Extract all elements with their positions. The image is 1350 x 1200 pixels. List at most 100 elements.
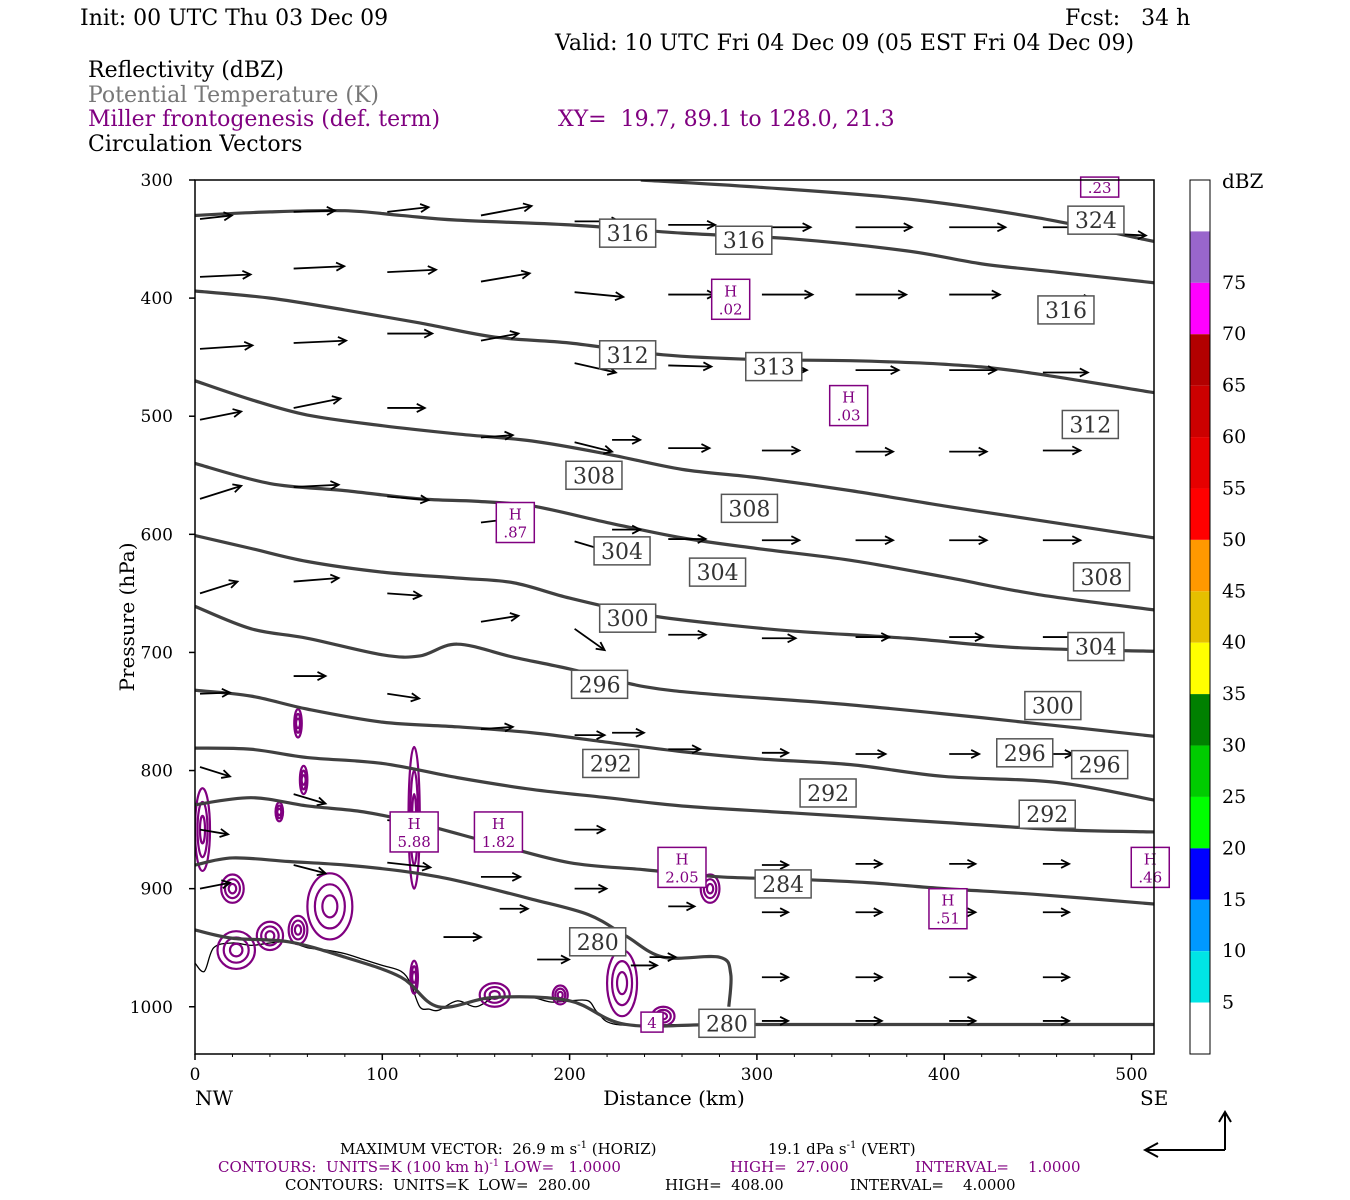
circulation-vector [761,860,791,870]
circulation-vector [855,858,884,869]
circulation-vector [949,858,978,869]
circulation-vector [949,749,982,759]
svg-text:H: H [842,389,855,407]
circulation-vector [668,901,697,912]
circulation-vector [1042,535,1083,546]
circulation-vector [387,328,435,339]
colorbar-tick-label: 65 [1222,375,1246,397]
circulation-vector [199,828,231,838]
frontogenesis-contour [699,873,721,904]
frontogenesis-max-label: H.46 [1130,846,1171,889]
circulation-vector [480,330,521,342]
circulation-vector [855,1016,884,1026]
circulation-vector [199,211,234,222]
circulation-vector [199,766,232,779]
colorbar-tick-label: 35 [1222,683,1246,705]
frontogenesis-max-label: H5.88 [389,811,439,853]
theta-labels: 324 316 316 316 312 313 312 308 308 308 304 304 304 3… [565,205,1131,1039]
frontogenesis-contour [260,925,280,947]
svg-text:.23: .23 [1088,179,1112,197]
frontogenesis-contour [556,990,564,1000]
frontogenesis-max-label: H2.05 [657,846,707,889]
circulation-vector [293,206,337,216]
colorbar-tick-label: 5 [1222,992,1234,1014]
footer-fronto-high: HIGH= 27.000 [730,1158,849,1176]
frontogenesis-contour [220,873,245,904]
theta-label: 304 [688,557,747,587]
circulation-vector [949,365,999,376]
svg-text:H: H [1144,850,1157,868]
circulation-vector [761,972,791,983]
circulation-vector [761,747,791,758]
theta-label: 292 [582,748,640,779]
y-tick-label: 800 [141,762,173,782]
plot-area: 324 316 316 316 312 313 312 308 308 308 304 304 304 3… [194,176,1171,1055]
frontogenesis-contour [409,959,419,995]
circulation-vector [1042,972,1072,983]
footer-max-vector: MAXIMUM VECTOR: 26.9 m s-1 (HORIZ) [340,1140,656,1158]
svg-text:304: 304 [697,561,739,586]
frontogenesis-contour [293,708,303,739]
circulation-vector [949,222,1008,233]
colorbar-swatch [1190,642,1210,695]
circulation-vector [199,688,232,698]
y-axis: 300 400 500 600 700 800 900 1000 [130,171,195,1018]
theta-label: 308 [565,460,623,491]
circulation-vector [293,864,328,877]
theta-contour-296 [195,688,1154,802]
circulation-vector [649,952,678,963]
frontogenesis-max-label: .23 [1079,176,1120,198]
frontogenesis-contour [223,878,242,900]
circulation-vector [499,903,530,914]
valid-time-label: Valid: 10 UTC Fri 04 Dec 09 (05 EST Fri … [554,31,1134,56]
x-tick-label: 200 [553,1065,585,1085]
frontogenesis-contour [615,971,629,996]
field-potential-temperature: Potential Temperature (K) [88,83,379,108]
circulation-vector [199,483,244,500]
colorbar-swatch [1190,282,1210,335]
theta-label: 304 [1067,631,1125,662]
colorbar-unit-label: dBZ [1222,169,1264,193]
colorbar-swatch [1190,848,1210,900]
circulation-vector [949,1016,978,1026]
y-tick-label: 600 [141,525,173,545]
theta-label: 280 [698,1008,756,1039]
svg-text:316: 316 [607,222,649,247]
frontogenesis-max-label: H.87 [495,501,536,544]
svg-text:300: 300 [1032,695,1074,720]
circulation-vector [387,203,431,213]
svg-text:H: H [492,815,505,833]
y-tick-label: 1000 [130,998,173,1018]
theta-contours [195,180,1154,1028]
circulation-vector [387,494,431,505]
colorbar-swatch [1190,1002,1210,1054]
circulation-vector [480,612,521,623]
frontogenesis-max-label: H1.82 [473,811,524,853]
circulation-vector [855,907,884,918]
svg-text:280: 280 [706,1012,748,1037]
frontogenesis-contour [216,930,257,971]
svg-text:5.88: 5.88 [397,833,430,851]
circulation-vector [761,445,802,456]
colorbar-swatch [1190,591,1210,643]
theta-contour-312 [195,379,1154,540]
x-tick-label: 300 [741,1065,773,1085]
circulation-vector [668,629,708,640]
theta-label: 300 [1024,690,1082,721]
circulation-vector [761,907,791,918]
circulation-vector [199,579,240,595]
svg-text:2.05: 2.05 [665,868,698,886]
frontogenesis-contour [276,807,283,817]
circulation-vector [949,535,989,546]
colorbar-swatch [1190,694,1210,746]
circulation-vector [293,671,328,681]
frontogenesis-contour [294,717,302,730]
theta-label: 292 [1018,799,1076,829]
y-axis-label: Pressure (hPa) [115,543,139,692]
colorbar-swatch [1190,796,1210,849]
svg-text:308: 308 [1081,566,1123,591]
svg-text:304: 304 [601,540,643,565]
frontogenesis-contour [478,982,511,1008]
colorbar-tick-label: 50 [1222,529,1246,551]
reference-vector-icon [1142,1110,1232,1158]
